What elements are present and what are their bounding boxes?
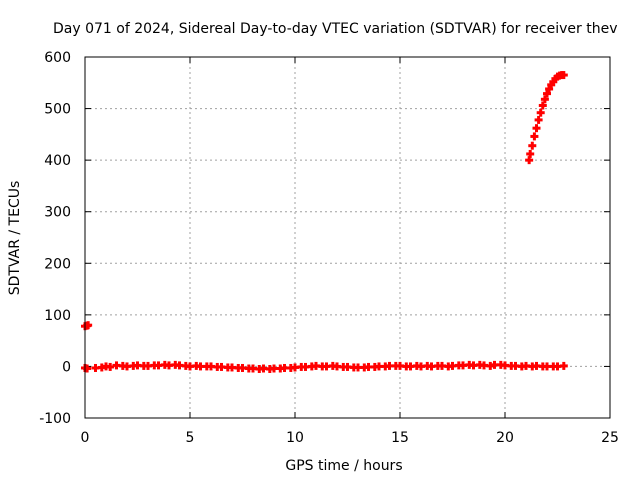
y-tick-label: 100 bbox=[44, 308, 71, 324]
y-tick-label: 600 bbox=[44, 50, 71, 66]
data-point bbox=[536, 108, 545, 117]
data-point bbox=[526, 149, 535, 158]
x-tick-label: 5 bbox=[186, 430, 195, 446]
y-tick-label: 400 bbox=[44, 153, 71, 169]
y-tick-label: 200 bbox=[44, 256, 71, 272]
y-tick-label: -100 bbox=[39, 411, 71, 427]
y-axis-label: SDTVAR / TECUs bbox=[7, 181, 23, 296]
data-point bbox=[83, 364, 92, 373]
x-tick-label: 20 bbox=[496, 430, 514, 446]
data-point bbox=[538, 101, 547, 110]
data-point bbox=[559, 71, 568, 80]
data-point bbox=[530, 132, 539, 141]
y-tick-labels: -100 0 100 200 300 400 500 600 bbox=[39, 50, 71, 427]
data-points bbox=[81, 71, 568, 374]
x-tick-label: 0 bbox=[81, 430, 90, 446]
chart-title: Day 071 of 2024, Sidereal Day-to-day VTE… bbox=[53, 21, 617, 37]
y-tick-label: 500 bbox=[44, 102, 71, 118]
x-axis-label: GPS time / hours bbox=[285, 458, 402, 474]
y-tick-label: 300 bbox=[44, 205, 71, 221]
data-point bbox=[540, 95, 549, 104]
data-point bbox=[543, 89, 551, 98]
plot-frame bbox=[84, 56, 611, 419]
x-tick-labels: 0 5 10 15 20 25 bbox=[81, 430, 619, 446]
data-point bbox=[532, 124, 541, 133]
x-tick-label: 10 bbox=[286, 430, 304, 446]
x-tick-label: 15 bbox=[391, 430, 409, 446]
data-point bbox=[534, 115, 543, 124]
x-tick-label: 25 bbox=[601, 430, 619, 446]
data-point bbox=[528, 141, 537, 150]
data-point bbox=[559, 361, 568, 370]
data-point bbox=[106, 362, 115, 371]
y-tick-label: 0 bbox=[62, 359, 71, 375]
